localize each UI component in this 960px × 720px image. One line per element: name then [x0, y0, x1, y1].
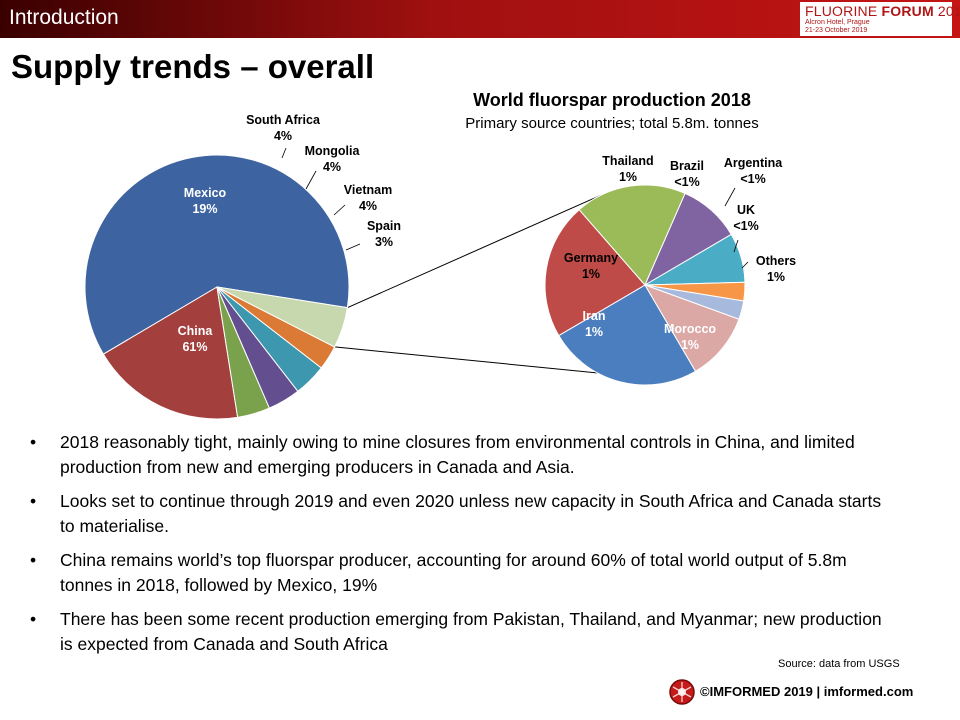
- secondary-pie-slice-germany: [578, 184, 686, 286]
- bullet-dot: •: [30, 609, 37, 629]
- main-pie-slice-other: [216, 286, 348, 348]
- chart-subtitle: Primary source countries; total 5.8m. to…: [465, 115, 758, 132]
- secondary-pie-slice-others: [643, 284, 740, 372]
- main-pie-value-vietnam: 4%: [359, 199, 377, 213]
- slide-title: Supply trends – overall: [11, 48, 375, 85]
- secondary-pie-value-brazil: <1%: [674, 175, 699, 189]
- secondary-pie-value-iran: 1%: [585, 325, 603, 339]
- secondary-pie-label-others: Others: [756, 254, 796, 268]
- secondary-pie-label-germany: Germany: [564, 251, 618, 265]
- main-pie-value-mongolia: 4%: [323, 160, 341, 174]
- main-pie-label-spain: Spain: [367, 219, 401, 233]
- leader-line: [345, 243, 361, 251]
- footer: ©IMFORMED 2019 | imformed.com: [668, 678, 950, 706]
- bullet-text: There has been some recent production em…: [60, 609, 882, 654]
- fluorine-forum-logo: FLUORINE FORUM 2019 Alcron Hotel, Prague…: [800, 2, 960, 36]
- bullet-text: Looks set to continue through 2019 and e…: [60, 491, 882, 536]
- bullet-dot: •: [30, 550, 37, 570]
- main-pie-label-mexico: Mexico: [184, 186, 227, 200]
- bullet-text: China remains world’s top fluorspar prod…: [60, 550, 847, 595]
- logo-title: FLUORINE FORUM 2019: [805, 3, 960, 19]
- connector-line: [347, 194, 602, 309]
- main-pie-label-vietnam: Vietnam: [344, 183, 392, 197]
- source-note: Source: data from USGS: [778, 658, 900, 670]
- secondary-pie-label-thailand: Thailand: [602, 154, 653, 168]
- secondary-pie-value-germany: 1%: [582, 267, 600, 281]
- secondary-pie-label-argentina: Argentina: [724, 156, 783, 170]
- leader-line: [741, 261, 749, 269]
- bullet-item: • China remains world’s top fluorspar pro…: [30, 548, 890, 598]
- bullet-dot: •: [30, 432, 37, 452]
- secondary-pie-value-uk: <1%: [733, 219, 758, 233]
- main-pie-slice-mexico: [102, 286, 239, 420]
- main-pie-value-mexico: 19%: [192, 202, 217, 216]
- leader-line: [733, 239, 739, 253]
- leader-line: [333, 204, 346, 216]
- footer-text: ©IMFORMED 2019 | imformed.com: [700, 684, 914, 699]
- secondary-pie-label-uk: UK: [737, 203, 755, 217]
- section-title: Introduction: [9, 6, 119, 29]
- logo-venue: Alcron Hotel, Prague: [805, 19, 870, 26]
- imformed-logo-icon: [669, 679, 695, 705]
- secondary-pie-label-iran: Iran: [583, 309, 606, 323]
- bullet-item: • There has been some recent production e…: [30, 607, 890, 657]
- logo-dates: 21-23 October 2019: [805, 27, 868, 34]
- chart-title: World fluorspar production 2018: [473, 90, 751, 110]
- leader-line: [281, 147, 287, 159]
- pie-of-pie-chart: World fluorspar production 2018 Primary …: [84, 90, 796, 420]
- main-pie-label-china: China: [178, 324, 214, 338]
- secondary-pie-slice-iran: [544, 209, 646, 337]
- secondary-pie-value-argentina: <1%: [740, 172, 765, 186]
- bullet-list: • 2018 reasonably tight, mainly owing to …: [30, 430, 890, 666]
- bullet-dot: •: [30, 491, 37, 511]
- main-pie-value-south-africa: 4%: [274, 129, 292, 143]
- main-pie-value-spain: 3%: [375, 235, 393, 249]
- main-pie-label-mongolia: Mongolia: [305, 144, 361, 158]
- leader-line: [724, 187, 736, 207]
- main-pie-label-south-africa: South Africa: [246, 113, 321, 127]
- main-pie-value-china: 61%: [182, 340, 207, 354]
- bullet-item: • 2018 reasonably tight, mainly owing to …: [30, 430, 890, 480]
- leader-line: [305, 170, 317, 190]
- main-pie-slice-china: [84, 154, 350, 355]
- secondary-pie-value-thailand: 1%: [619, 170, 637, 184]
- header-bar: Introduction FLUORINE FORUM 2019 Alcron …: [0, 0, 960, 38]
- secondary-pie-label-morocco: Morocco: [664, 322, 716, 336]
- secondary-pie-value-morocco: 1%: [681, 338, 699, 352]
- secondary-pie-slice-morocco: [558, 284, 697, 386]
- bullet-text: 2018 reasonably tight, mainly owing to m…: [60, 432, 855, 477]
- secondary-pie-label-brazil: Brazil: [670, 159, 704, 173]
- bullet-item: • Looks set to continue through 2019 and …: [30, 489, 890, 539]
- secondary-pie-value-others: 1%: [767, 270, 785, 284]
